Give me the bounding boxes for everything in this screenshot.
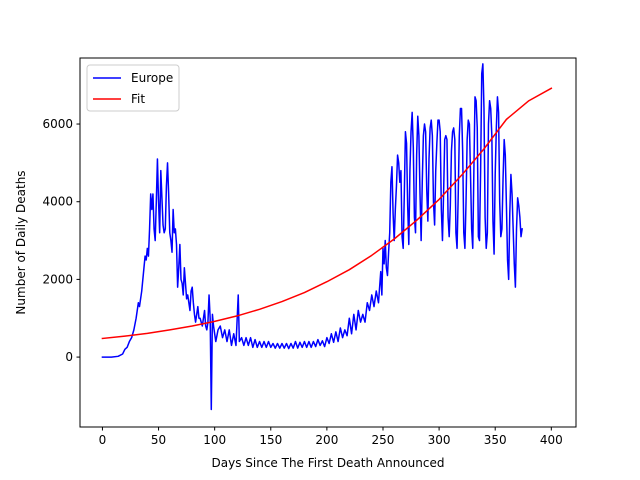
y-tick-label: 0 [65,350,73,364]
axes-frame [79,57,577,428]
legend-label-europe: Europe [131,71,173,85]
y-axis-ticks: 0 2000 4000 6000 [42,117,80,364]
x-tick-label: 50 [151,433,166,447]
series-line-europe [101,63,523,411]
series-line-fit [101,87,553,340]
x-axis-label: Days Since The First Death Announced [212,456,445,470]
x-tick-label: 200 [315,433,338,447]
y-tick-label: 6000 [42,117,73,131]
x-tick-label: 300 [428,433,451,447]
y-axis-label: Number of Daily Deaths [14,170,28,314]
x-tick-label: 350 [484,433,507,447]
x-tick-label: 0 [99,433,107,447]
y-tick-label: 2000 [42,272,73,286]
series-layer [101,63,553,411]
x-tick-label: 250 [372,433,395,447]
x-tick-label: 150 [259,433,282,447]
x-tick-label: 100 [203,433,226,447]
legend-label-fit: Fit [131,92,145,106]
y-tick-label: 4000 [42,195,73,209]
x-axis-ticks: 0 50 100 150 200 250 300 350 400 [99,427,563,447]
legend: Europe Fit [86,64,180,112]
x-tick-label: 400 [540,433,563,447]
